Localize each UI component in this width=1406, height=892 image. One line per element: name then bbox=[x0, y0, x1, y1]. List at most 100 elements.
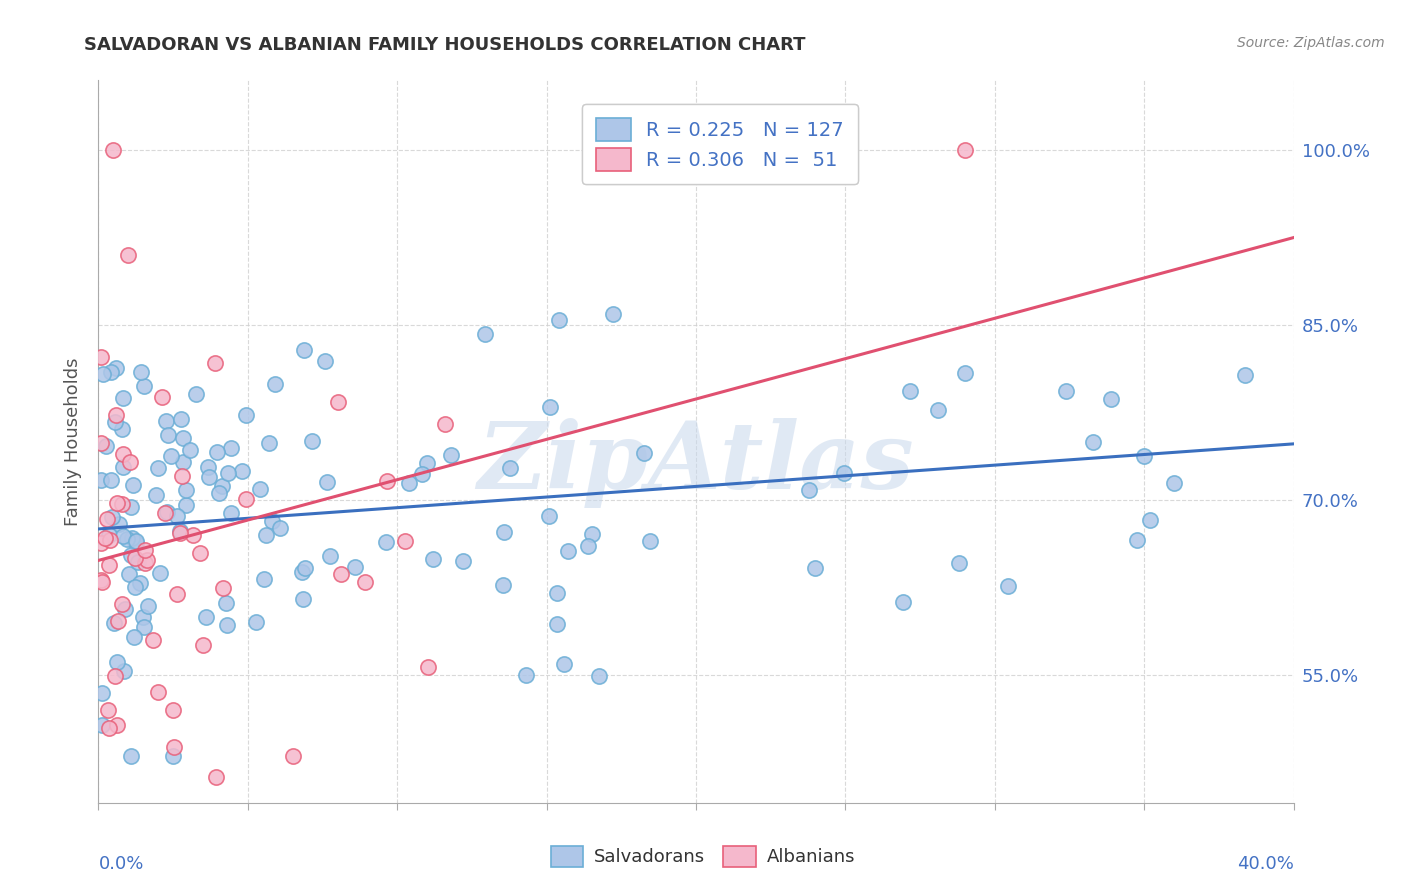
Point bbox=[186, 386, 208, 401]
Text: ZipAtlas: ZipAtlas bbox=[478, 418, 914, 508]
Point bbox=[150, 391, 173, 405]
Point bbox=[434, 417, 457, 431]
Point bbox=[162, 749, 184, 764]
Point bbox=[537, 509, 560, 524]
Point bbox=[105, 496, 128, 510]
Point bbox=[134, 543, 156, 558]
Point bbox=[179, 443, 201, 458]
Point bbox=[120, 749, 142, 764]
Point bbox=[422, 552, 444, 566]
Point bbox=[411, 467, 433, 481]
Point bbox=[217, 467, 239, 481]
Point bbox=[111, 498, 134, 512]
Point bbox=[316, 475, 339, 490]
Point bbox=[103, 143, 125, 157]
Point bbox=[602, 307, 624, 321]
Point bbox=[98, 721, 121, 735]
Point bbox=[104, 360, 127, 375]
Point bbox=[292, 591, 315, 606]
Point bbox=[125, 533, 148, 548]
Point bbox=[1233, 368, 1256, 382]
Point bbox=[107, 517, 129, 532]
Point bbox=[219, 442, 242, 456]
Point bbox=[269, 521, 291, 535]
Point bbox=[254, 528, 277, 542]
Y-axis label: Family Households: Family Households bbox=[65, 358, 83, 525]
Point bbox=[375, 534, 398, 549]
Point bbox=[98, 533, 121, 548]
Point bbox=[252, 572, 274, 586]
Point bbox=[120, 548, 142, 562]
Point bbox=[1163, 475, 1185, 490]
Point bbox=[118, 454, 141, 468]
Point bbox=[160, 449, 183, 463]
Point bbox=[136, 599, 159, 614]
Point bbox=[112, 460, 135, 475]
Point bbox=[1126, 533, 1149, 547]
Point bbox=[318, 549, 340, 563]
Point bbox=[101, 510, 124, 524]
Point bbox=[104, 415, 127, 429]
Point bbox=[292, 343, 315, 357]
Point bbox=[91, 367, 114, 381]
Point bbox=[1083, 434, 1105, 449]
Point bbox=[132, 379, 155, 393]
Point bbox=[121, 500, 143, 514]
Point bbox=[215, 596, 238, 610]
Point bbox=[953, 143, 976, 157]
Point bbox=[997, 579, 1019, 593]
Point bbox=[301, 434, 323, 449]
Point bbox=[132, 610, 155, 624]
Point bbox=[174, 498, 197, 512]
Point bbox=[633, 446, 655, 460]
Point bbox=[112, 528, 135, 542]
Point bbox=[114, 602, 136, 616]
Point bbox=[546, 617, 568, 632]
Point bbox=[546, 586, 568, 600]
Point bbox=[499, 460, 522, 475]
Point bbox=[451, 554, 474, 568]
Point bbox=[90, 436, 112, 450]
Point bbox=[195, 610, 218, 624]
Point bbox=[96, 512, 118, 526]
Point bbox=[547, 313, 569, 327]
Point bbox=[97, 558, 120, 573]
Point bbox=[124, 550, 146, 565]
Point bbox=[581, 527, 603, 541]
Text: Source: ZipAtlas.com: Source: ZipAtlas.com bbox=[1237, 36, 1385, 50]
Point bbox=[235, 408, 257, 422]
Point bbox=[183, 528, 205, 542]
Point bbox=[100, 365, 122, 379]
Point bbox=[394, 534, 416, 549]
Point bbox=[314, 354, 336, 368]
Point bbox=[156, 428, 179, 442]
Point bbox=[166, 508, 188, 523]
Point bbox=[197, 460, 219, 475]
Point bbox=[576, 539, 599, 553]
Point bbox=[398, 476, 420, 491]
Point bbox=[134, 620, 156, 634]
Point bbox=[415, 456, 437, 470]
Point bbox=[291, 565, 314, 579]
Point bbox=[148, 566, 170, 580]
Point bbox=[129, 576, 152, 591]
Point bbox=[1139, 513, 1161, 527]
Point bbox=[235, 492, 257, 507]
Point bbox=[440, 448, 463, 462]
Point bbox=[166, 587, 188, 601]
Point bbox=[231, 464, 253, 478]
Point bbox=[146, 461, 169, 475]
Point bbox=[104, 669, 127, 683]
Point bbox=[111, 447, 134, 461]
Point bbox=[111, 422, 134, 436]
Point bbox=[927, 403, 949, 417]
Point bbox=[90, 536, 112, 550]
Point bbox=[105, 409, 128, 423]
Point bbox=[891, 595, 914, 609]
Point bbox=[515, 667, 537, 681]
Point bbox=[294, 561, 316, 575]
Point bbox=[492, 525, 515, 540]
Point bbox=[107, 614, 129, 628]
Point bbox=[588, 669, 610, 683]
Point bbox=[169, 524, 191, 539]
